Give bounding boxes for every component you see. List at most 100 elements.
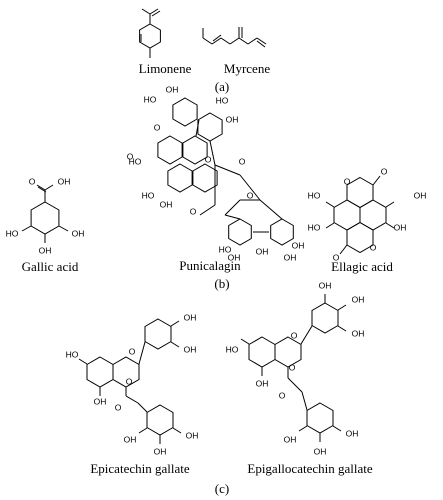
atom-label: OH (226, 114, 239, 124)
atom-label: O (129, 346, 136, 356)
atom-label: OH (184, 312, 197, 322)
ring (333, 199, 361, 231)
atom-label: OH (58, 176, 71, 186)
ring (306, 402, 334, 434)
bond (211, 37, 222, 45)
ring (248, 336, 276, 368)
ring (197, 112, 223, 142)
atom-label: OH (352, 328, 365, 338)
atom-label: HO (144, 94, 157, 104)
ring (86, 356, 114, 388)
bond (44, 184, 54, 191)
molecule-name: Punicalagin (179, 258, 241, 273)
bond (151, 10, 161, 17)
bond (220, 37, 231, 45)
atom-label: O (127, 151, 134, 161)
ring (311, 302, 339, 334)
atom-label: O (291, 330, 298, 340)
atom-label: OH (184, 344, 197, 354)
atom-label: O (190, 206, 197, 216)
bond (170, 341, 180, 348)
molecule-name: Epigallocatechin gallate (247, 461, 372, 476)
bond (259, 199, 283, 220)
bond (137, 402, 148, 413)
atom-label: OH (160, 199, 173, 209)
bond (247, 37, 258, 45)
ring (146, 404, 174, 436)
atom-label: O (247, 190, 254, 200)
panel-label: (a) (215, 79, 229, 94)
atom-label: OH (256, 378, 269, 388)
atom-label: OH (292, 240, 305, 250)
atom-label: HO (308, 222, 321, 232)
atom-label: OH (256, 246, 269, 256)
atom-label: HO (6, 228, 19, 238)
atom-label: O (279, 390, 286, 400)
bond (372, 175, 381, 186)
bond (339, 244, 348, 255)
bond (325, 222, 335, 229)
bond (199, 204, 216, 216)
atom-label: OH (352, 294, 365, 304)
bond (337, 304, 347, 311)
panel-label: (c) (215, 481, 229, 496)
ring (346, 221, 374, 254)
atom-label: O (289, 362, 296, 372)
bond (138, 341, 146, 365)
atom-label: OH (186, 430, 199, 440)
atom-label: O (154, 122, 161, 132)
bond (36, 184, 46, 191)
bond (385, 201, 395, 208)
ring (30, 201, 60, 235)
ring (167, 163, 193, 193)
bond (240, 338, 250, 345)
atom-label: HO (129, 156, 142, 166)
bond (287, 377, 303, 393)
atom-label: O (333, 252, 340, 262)
bond (301, 391, 308, 411)
bond (214, 164, 241, 176)
bond (212, 34, 222, 42)
ring (182, 135, 208, 165)
atom-label: HO (66, 349, 79, 359)
atom-label: O (239, 156, 246, 166)
bond (202, 37, 213, 45)
atom-label: O (381, 166, 388, 176)
molecule-name: Myrcene (224, 61, 270, 76)
atom-label: O (205, 154, 212, 164)
atom-label: OH (314, 446, 327, 456)
bond (224, 199, 241, 216)
atom-label: HO (216, 95, 229, 105)
ring (192, 163, 218, 193)
ring (172, 97, 198, 127)
atom-label: OH (124, 434, 137, 444)
ring (139, 23, 161, 49)
bond (78, 358, 88, 365)
bond (125, 395, 139, 404)
bond (325, 201, 335, 208)
bond (58, 225, 69, 232)
bond (337, 325, 347, 332)
molecule-name: Gallic acid (22, 259, 79, 274)
atom-label: OH (166, 84, 179, 94)
bond (385, 222, 395, 229)
atom-label: OH (319, 280, 332, 290)
bond (170, 320, 180, 327)
ring (270, 218, 294, 246)
atom-label: O (344, 176, 351, 186)
ring (346, 176, 374, 209)
ring (144, 318, 172, 350)
atom-label: OH (72, 228, 85, 238)
atom-label: OH (284, 252, 297, 262)
atom-label: HO (219, 244, 232, 254)
bond (332, 425, 342, 432)
bond (229, 37, 240, 45)
atom-label: O (126, 376, 133, 386)
bond (256, 40, 266, 48)
bond (239, 174, 261, 201)
ring (359, 199, 387, 231)
atom-label: O (29, 176, 36, 186)
bond (141, 8, 151, 15)
atom-label: OH (346, 428, 359, 438)
